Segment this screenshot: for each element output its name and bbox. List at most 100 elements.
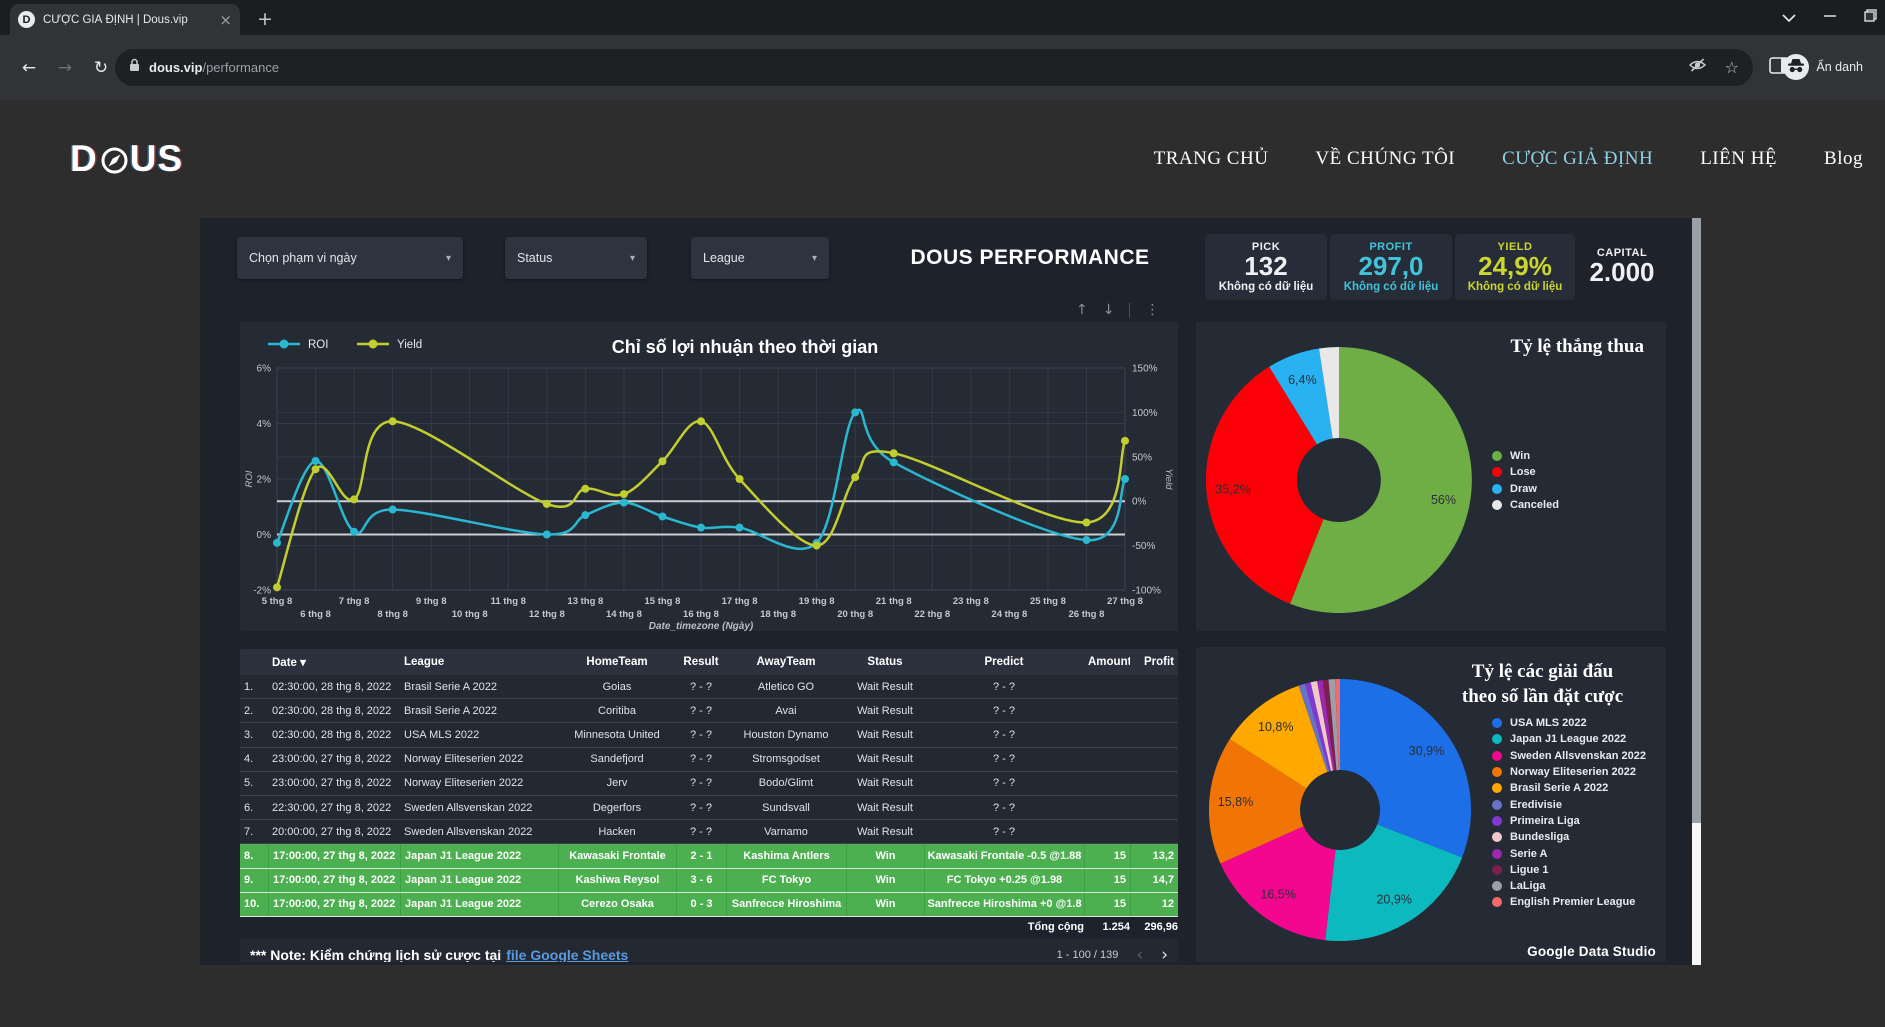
cell: ? - ? [676, 826, 726, 838]
legend-item[interactable]: Canceled [1492, 497, 1559, 513]
table-footer: *** Note: Kiểm chứng lịch sử cược tại fi… [240, 938, 1178, 962]
cell: Stromsgodset [726, 753, 846, 765]
legend-item[interactable]: Win [1492, 448, 1559, 464]
eye-off-icon[interactable] [1688, 57, 1707, 78]
cell: 14,7 [1130, 869, 1178, 892]
legend-item[interactable]: Ligue 1 [1492, 862, 1646, 878]
svg-text:Yield: Yield [1163, 469, 1174, 491]
cell: Avai [726, 705, 846, 717]
scrollbar-thumb[interactable] [1692, 218, 1701, 823]
col-header-Date[interactable]: Date ▾ [268, 655, 400, 669]
win-lose-pie-chart[interactable]: 56%35,2%6,4% [1196, 322, 1666, 631]
arrow-up-icon[interactable]: ↑ [1076, 302, 1088, 318]
legend-item[interactable]: LaLiga [1492, 878, 1646, 894]
cell: Wait Result [846, 826, 924, 838]
svg-text:10 thg 8: 10 thg 8 [452, 609, 488, 620]
browser-tab[interactable]: D CƯỢC GIẢ ĐỊNH | Dous.vip × [10, 4, 240, 35]
cell: 15 [1084, 869, 1130, 892]
cell: Wait Result [846, 681, 924, 693]
reload-icon[interactable]: ↻ [86, 58, 116, 78]
legend-item[interactable]: English Premier League [1492, 894, 1646, 910]
cell: ? - ? [924, 777, 1084, 789]
table-row[interactable]: 7.20:00:00, 27 thg 8, 2022Sweden Allsven… [240, 820, 1178, 844]
legend-item[interactable]: Eredivisie [1492, 796, 1646, 812]
legend-color-dot [1492, 897, 1502, 907]
nav-item-3[interactable]: LIÊN HỆ [1700, 148, 1777, 170]
legend-item[interactable]: Japan J1 League 2022 [1492, 731, 1646, 747]
tab-close-icon[interactable]: × [219, 11, 232, 29]
table-row[interactable]: 8.17:00:00, 27 thg 8, 2022Japan J1 Leagu… [240, 844, 1178, 868]
cell: Coritiba [558, 705, 676, 717]
legend-item[interactable]: USA MLS 2022 [1492, 715, 1646, 731]
dashboard-scrollbar[interactable] [1692, 218, 1701, 965]
google-sheets-link[interactable]: file Google Sheets [506, 947, 628, 962]
cell: 17:00:00, 27 thg 8, 2022 [268, 844, 400, 867]
cell: 7. [240, 826, 268, 838]
league-filter[interactable]: League ▾ [691, 237, 829, 279]
cell: 17:00:00, 27 thg 8, 2022 [268, 869, 400, 892]
legend-item[interactable]: Draw [1492, 481, 1559, 497]
legend-item[interactable]: Primeira Liga [1492, 813, 1646, 829]
stat-note: Không có dữ liệu [1344, 281, 1439, 293]
nav-item-0[interactable]: TRANG CHỦ [1154, 148, 1269, 170]
cell: 5. [240, 777, 268, 789]
legend-item[interactable]: Lose [1492, 464, 1559, 480]
table-row[interactable]: 10.17:00:00, 27 thg 8, 2022Japan J1 Leag… [240, 893, 1178, 917]
svg-text:6%: 6% [257, 364, 272, 375]
main-nav: TRANG CHỦ VỀ CHÚNG TÔI CƯỢC GIẢ ĐỊNH LIÊN H… [1154, 148, 1863, 170]
table-row[interactable]: 3.02:30:00, 28 thg 8, 2022USA MLS 2022Mi… [240, 723, 1178, 747]
legend-label: Japan J1 League 2022 [1510, 733, 1626, 745]
svg-text:25 thg 8: 25 thg 8 [1030, 596, 1066, 607]
legend-item[interactable]: Norway Eliteserien 2022 [1492, 764, 1646, 780]
tab-search-chevron-icon[interactable] [1782, 9, 1796, 27]
table-row[interactable]: 2.02:30:00, 28 thg 8, 2022Brasil Serie A… [240, 699, 1178, 723]
legend-item[interactable]: Brasil Serie A 2022 [1492, 780, 1646, 796]
table-row[interactable]: 5.23:00:00, 27 thg 8, 2022Norway Elitese… [240, 772, 1178, 796]
new-tab-button[interactable]: + [252, 6, 278, 32]
prev-page-icon[interactable]: ‹ [1136, 945, 1143, 962]
site-header: D US TRANG CHỦ VỀ CHÚNG TÔI CƯỢC GIẢ ĐỊNH L… [0, 100, 1885, 218]
nav-item-4[interactable]: Blog [1824, 148, 1863, 170]
cell: ? - ? [676, 753, 726, 765]
bookmark-star-icon[interactable]: ☆ [1725, 58, 1739, 77]
date-range-filter[interactable]: Chọn phạm vi ngày ▾ [237, 237, 463, 279]
restore-window-icon[interactable] [1864, 9, 1877, 27]
table-row[interactable]: 4.23:00:00, 27 thg 8, 2022Norway Elitese… [240, 748, 1178, 772]
legend-label: Sweden Allsvenskan 2022 [1510, 750, 1646, 762]
roi-yield-line-chart[interactable]: 6%4%2%0%-2%150%100%50%0%-50%-100%5 thg 8… [240, 322, 1178, 631]
svg-text:ROI: ROI [244, 470, 255, 487]
kebab-menu-icon[interactable]: ⋮ [1145, 302, 1159, 318]
cell: 0 - 3 [676, 893, 726, 916]
cell: 4. [240, 753, 268, 765]
cell: 20:00:00, 27 thg 8, 2022 [268, 826, 400, 838]
status-filter[interactable]: Status ▾ [505, 237, 647, 279]
arrow-down-icon[interactable]: ↓ [1103, 302, 1115, 318]
nav-item-1[interactable]: VỀ CHÚNG TÔI [1315, 148, 1455, 170]
back-icon[interactable]: ← [14, 58, 44, 78]
cell: ? - ? [676, 681, 726, 693]
legend-item[interactable]: Serie A [1492, 845, 1646, 861]
minimize-icon[interactable] [1824, 9, 1836, 27]
cell: Jerv [558, 777, 676, 789]
cell: Japan J1 League 2022 [400, 844, 558, 867]
next-page-icon[interactable]: › [1161, 945, 1168, 962]
nav-item-2[interactable]: CƯỢC GIẢ ĐỊNH [1502, 148, 1653, 170]
svg-text:-100%: -100% [1132, 586, 1161, 597]
cell: FC Tokyo [726, 869, 846, 892]
logo-letters-us: US [130, 138, 183, 180]
forward-icon[interactable]: → [50, 58, 80, 78]
cell: Minnesota United [558, 729, 676, 741]
cell: 9. [240, 869, 268, 892]
legend-label: Win [1510, 450, 1530, 462]
legend-item[interactable]: Sweden Allsvenskan 2022 [1492, 748, 1646, 764]
dous-logo[interactable]: D US [70, 138, 183, 180]
table-row[interactable]: 1.02:30:00, 28 thg 8, 2022Brasil Serie A… [240, 675, 1178, 699]
svg-text:6,4%: 6,4% [1288, 373, 1317, 387]
table-row[interactable]: 6.22:30:00, 27 thg 8, 2022Sweden Allsven… [240, 796, 1178, 820]
legend-color-dot [1492, 832, 1502, 842]
cell: Win [846, 844, 924, 867]
address-bar[interactable]: dous.vip /performance ☆ [115, 49, 1753, 86]
incognito-badge[interactable]: Ẩn danh [1779, 51, 1873, 83]
legend-item[interactable]: Bundesliga [1492, 829, 1646, 845]
table-row[interactable]: 9.17:00:00, 27 thg 8, 2022Japan J1 Leagu… [240, 869, 1178, 893]
